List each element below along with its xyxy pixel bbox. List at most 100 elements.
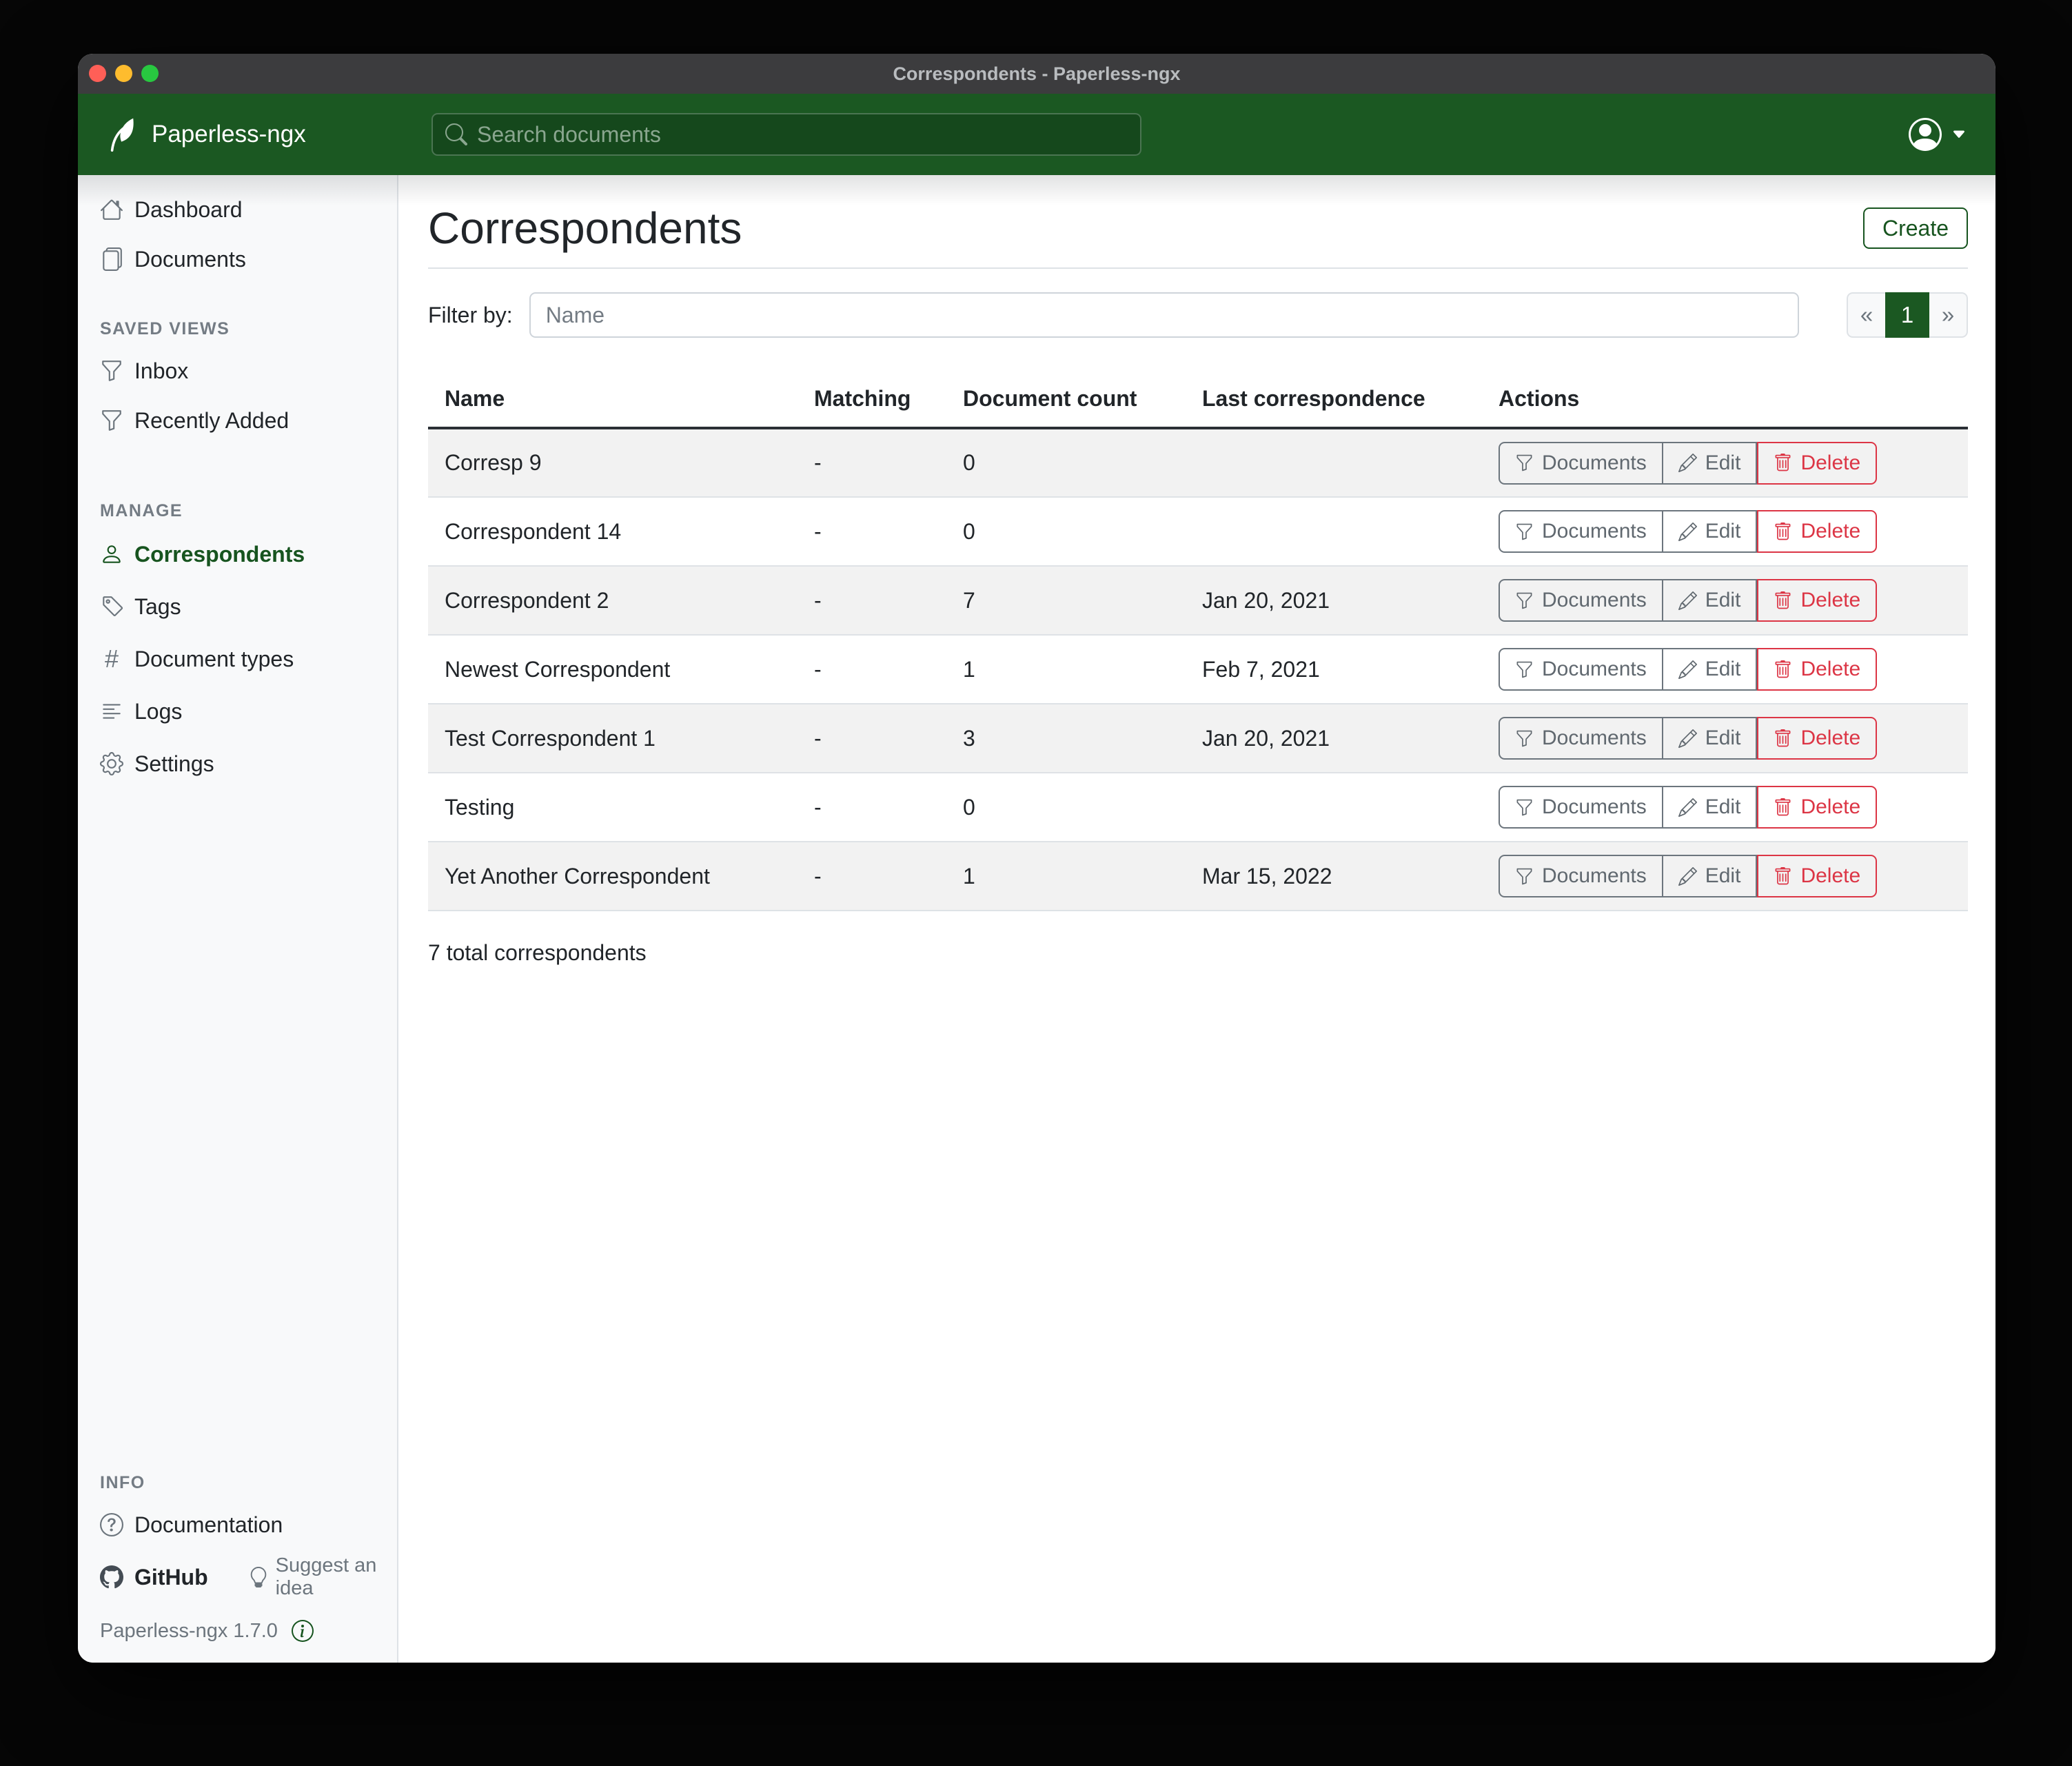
sidebar-item-settings[interactable]: Settings: [78, 738, 397, 790]
delete-button[interactable]: Delete: [1757, 510, 1878, 553]
delete-button[interactable]: Delete: [1757, 855, 1878, 897]
table-row: Test Correspondent 1 - 3 Jan 20, 2021 Do…: [428, 704, 1968, 773]
cell-last-correspondence: Feb 7, 2021: [1186, 635, 1482, 704]
pencil-icon: [1678, 867, 1697, 886]
user-menu[interactable]: [1909, 118, 1967, 151]
cell-matching: -: [798, 566, 946, 636]
page-1-button[interactable]: 1: [1885, 292, 1929, 338]
table-row: Newest Correspondent - 1 Feb 7, 2021 Doc…: [428, 635, 1968, 704]
column-header-last-correspondence[interactable]: Last correspondence: [1186, 371, 1482, 429]
links-row: GitHub Suggest an idea: [78, 1554, 397, 1599]
previous-page-button[interactable]: «: [1847, 292, 1885, 338]
cell-document-count: 3: [946, 704, 1186, 773]
trash-icon: [1774, 660, 1792, 679]
row-actions: Documents Edit Delete: [1499, 786, 1878, 829]
documentation-link[interactable]: Documentation: [78, 1510, 397, 1540]
column-header-document-count[interactable]: Document count: [946, 371, 1186, 429]
trash-icon: [1774, 867, 1792, 886]
gear-icon: [100, 752, 123, 775]
github-label: GitHub: [134, 1564, 208, 1590]
sidebar-item-inbox[interactable]: Inbox: [78, 346, 397, 396]
next-page-button[interactable]: »: [1929, 292, 1968, 338]
brand[interactable]: Paperless-ngx: [103, 116, 306, 153]
cell-last-correspondence: [1186, 497, 1482, 567]
cell-document-count: 0: [946, 428, 1186, 498]
sidebar-item-dashboard[interactable]: Dashboard: [78, 185, 397, 234]
delete-button[interactable]: Delete: [1757, 717, 1878, 760]
delete-button[interactable]: Delete: [1757, 648, 1878, 691]
cell-actions: Documents Edit Delete: [1482, 428, 1968, 498]
documents-button[interactable]: Documents: [1499, 648, 1662, 691]
edit-button[interactable]: Edit: [1661, 579, 1758, 622]
github-icon: [100, 1565, 123, 1589]
global-search[interactable]: [431, 113, 1141, 156]
delete-button[interactable]: Delete: [1757, 579, 1878, 622]
documents-button[interactable]: Documents: [1499, 510, 1662, 553]
header-divider: [428, 267, 1968, 269]
info-circle-icon[interactable]: [292, 1620, 314, 1642]
funnel-icon: [100, 409, 123, 432]
sidebar-item-correspondents[interactable]: Correspondents: [78, 528, 397, 580]
cell-last-correspondence: Jan 20, 2021: [1186, 704, 1482, 773]
cell-name: Correspondent 2: [428, 566, 798, 636]
caret-down-icon: [1951, 127, 1967, 142]
funnel-icon: [1515, 454, 1534, 472]
name-filter-input[interactable]: [529, 292, 1799, 338]
cell-document-count: 1: [946, 842, 1186, 911]
sidebar-info-section: INFO Documentation GitHub Suggest an ide…: [78, 1472, 397, 1645]
edit-button[interactable]: Edit: [1661, 441, 1758, 485]
row-actions: Documents Edit Delete: [1499, 648, 1878, 691]
edit-button[interactable]: Edit: [1661, 786, 1758, 829]
text-lines-icon: [100, 700, 123, 723]
column-header-matching[interactable]: Matching: [798, 371, 946, 429]
documents-button[interactable]: Documents: [1499, 717, 1662, 760]
cell-last-correspondence: [1186, 773, 1482, 842]
cell-actions: Documents Edit Delete: [1482, 635, 1968, 704]
sidebar-item-documents[interactable]: Documents: [78, 234, 397, 284]
search-input[interactable]: [477, 121, 1128, 148]
documents-button[interactable]: Documents: [1499, 579, 1662, 622]
row-actions: Documents Edit Delete: [1499, 579, 1878, 622]
cell-actions: Documents Edit Delete: [1482, 842, 1968, 911]
minimize-window-button[interactable]: [115, 65, 132, 82]
create-button[interactable]: Create: [1862, 207, 1968, 249]
total-count-label: 7 total correspondents: [428, 940, 647, 965]
sidebar-item-recently-added[interactable]: Recently Added: [78, 396, 397, 445]
sidebar-item-label: Recently Added: [134, 407, 290, 433]
sidebar-item-document-types[interactable]: # Document types: [78, 633, 397, 685]
table-row: Correspondent 2 - 7 Jan 20, 2021 Documen…: [428, 566, 1968, 636]
github-link[interactable]: GitHub: [100, 1565, 208, 1590]
correspondents-table: Name Matching Document count Last corres…: [428, 371, 1968, 911]
edit-button[interactable]: Edit: [1661, 855, 1758, 897]
edit-button[interactable]: Edit: [1661, 510, 1758, 553]
traffic-lights: [89, 65, 159, 82]
delete-button[interactable]: Delete: [1757, 786, 1878, 829]
close-window-button[interactable]: [89, 65, 106, 82]
funnel-icon: [100, 359, 123, 383]
documents-button[interactable]: Documents: [1499, 855, 1662, 897]
sidebar-item-tags[interactable]: Tags: [78, 580, 397, 633]
cell-matching: -: [798, 842, 946, 911]
trash-icon: [1774, 591, 1792, 610]
sidebar-item-logs[interactable]: Logs: [78, 685, 397, 738]
search-icon: [445, 123, 467, 145]
main-content: Correspondents Create Filter by: « 1 » N…: [398, 175, 1995, 1663]
delete-button[interactable]: Delete: [1757, 441, 1878, 485]
pencil-icon: [1678, 729, 1697, 748]
funnel-icon: [1515, 522, 1534, 541]
suggest-idea-link[interactable]: Suggest an idea: [248, 1554, 383, 1600]
documents-button[interactable]: Documents: [1499, 786, 1662, 829]
cell-actions: Documents Edit Delete: [1482, 704, 1968, 773]
cell-document-count: 0: [946, 773, 1186, 842]
funnel-icon: [1515, 591, 1534, 610]
pencil-icon: [1678, 660, 1697, 679]
column-header-name[interactable]: Name: [428, 371, 798, 429]
funnel-icon: [1515, 867, 1534, 886]
cell-name: Test Correspondent 1: [428, 704, 798, 773]
funnel-icon: [1515, 729, 1534, 748]
edit-button[interactable]: Edit: [1661, 717, 1758, 760]
edit-button[interactable]: Edit: [1661, 648, 1758, 691]
zoom-window-button[interactable]: [141, 65, 159, 82]
documents-button[interactable]: Documents: [1499, 441, 1662, 485]
files-icon: [100, 247, 123, 271]
